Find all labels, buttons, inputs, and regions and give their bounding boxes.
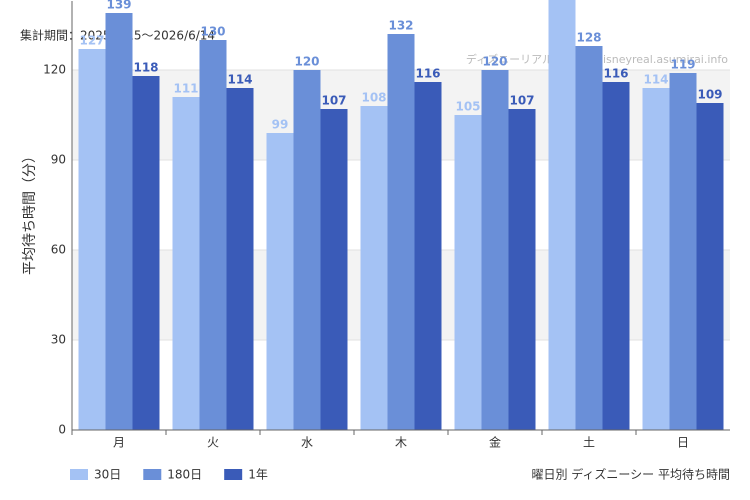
value-label: 128 [576,31,601,45]
value-label: 107 [321,94,346,108]
bar [172,97,200,430]
y-tick-label: 120 [43,63,66,77]
value-label: 116 [603,67,628,81]
value-label: 130 [200,25,225,39]
bar [602,82,630,430]
value-label: 119 [670,58,695,72]
legend-swatch [224,469,243,480]
bar [575,46,603,430]
value-label: 120 [482,55,507,69]
x-tick-label: 火 [207,436,219,450]
value-label: 139 [106,0,131,12]
x-tick-label: 土 [583,436,595,450]
bar [642,88,670,430]
bar [548,0,576,430]
x-tick-label: 日 [677,436,689,450]
bar [414,82,442,430]
bar [105,13,133,430]
value-label: 120 [294,55,319,69]
x-tick-label: 月 [113,436,125,450]
value-label: 111 [173,82,198,96]
bar [293,70,321,430]
y-axis-label: 平均待ち時間（分） [22,149,38,275]
legend-label: 180日 [167,468,202,482]
value-label: 116 [415,67,440,81]
bar [132,76,160,430]
legend-swatch [143,469,162,480]
bar [481,70,509,430]
bar [508,109,536,430]
footer: 曜日別 ディズニーシー 平均待ち時間 [531,467,730,482]
bar [360,106,388,430]
value-label: 132 [388,19,413,33]
value-label: 118 [133,61,158,75]
value-label: 108 [361,91,386,105]
bar [320,109,348,430]
value-label: 114 [643,73,668,87]
bar [226,88,254,430]
value-label: 105 [455,100,480,114]
value-label: 127 [79,34,104,48]
bar [696,103,724,430]
bar [266,133,294,430]
x-tick-label: 水 [301,436,313,450]
legend-swatch [70,469,88,480]
x-tick-label: 木 [395,436,407,450]
value-label: 107 [509,94,534,108]
bar [387,34,415,430]
legend-label: 1年 [248,468,268,482]
y-tick-label: 30 [51,333,66,347]
y-tick-label: 0 [58,423,66,437]
value-label: 109 [697,88,722,102]
value-label: 99 [272,118,289,132]
value-label: 114 [227,73,252,87]
legend-label: 30日 [94,468,121,482]
bar [669,73,697,430]
bar [454,115,482,430]
x-tick-label: 金 [489,435,501,450]
y-tick-label: 90 [51,153,66,167]
bar [199,40,227,430]
y-tick-label: 60 [51,243,66,257]
bar [78,49,106,430]
